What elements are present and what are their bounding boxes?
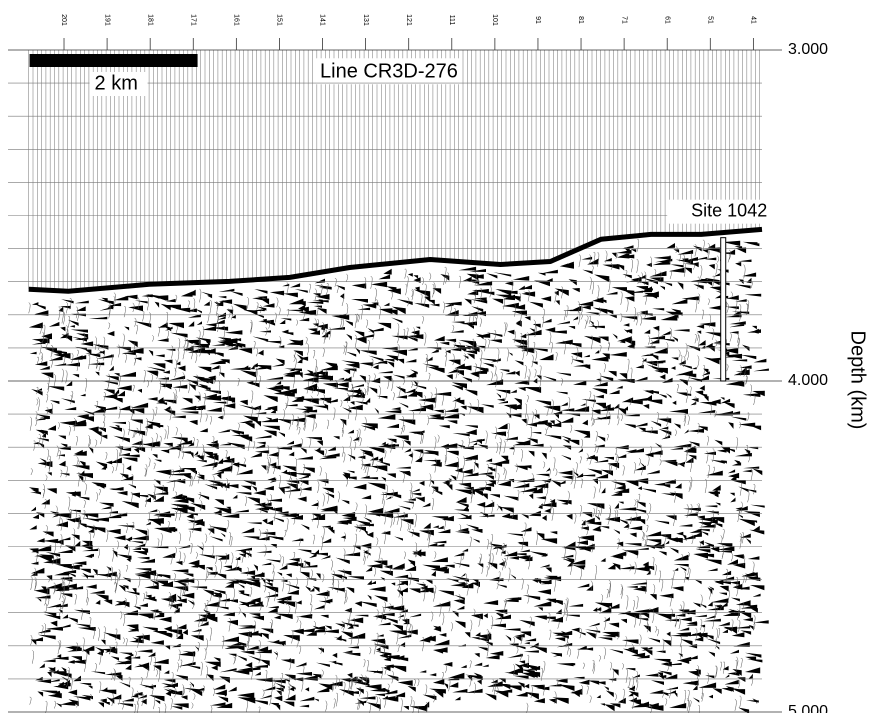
x-tick-label: 191 [103, 14, 110, 26]
x-tick-label: 51 [706, 16, 713, 24]
x-tick-label: 41 [750, 16, 757, 24]
y-axis-label: Depth (km) [847, 331, 869, 430]
x-tick-label: 71 [620, 16, 627, 24]
x-tick-label: 111 [448, 15, 455, 26]
x-tick-label: 91 [534, 16, 541, 24]
x-tick-label: 141 [319, 14, 326, 26]
x-tick-label: 181 [146, 14, 153, 26]
y-tick-label: 3.000 [788, 41, 828, 58]
site-borehole [721, 238, 726, 381]
scale-bar [30, 54, 198, 67]
x-tick-label: 81 [577, 16, 584, 24]
y-tick-label: 4.000 [788, 372, 828, 389]
x-tick-label: 121 [405, 14, 412, 26]
scale-bar-label: 2 km [95, 72, 138, 94]
x-tick-label: 171 [189, 14, 196, 26]
site-label: Site 1042 [691, 200, 767, 220]
x-tick-label: 101 [491, 14, 498, 26]
x-tick-label: 151 [276, 14, 283, 26]
reflection-wedges [29, 241, 769, 713]
chart-title: Line CR3D-276 [320, 60, 458, 82]
y-tick-label: 5.000 [788, 703, 828, 713]
x-tick-label: 61 [663, 16, 670, 24]
x-tick-label: 131 [362, 14, 369, 26]
x-tick-label: 161 [233, 14, 240, 26]
chart: Depth (km) 3.000 4.000 5.000 201 191 181 171 16… [0, 0, 871, 713]
x-tick-label: 201 [60, 14, 67, 26]
